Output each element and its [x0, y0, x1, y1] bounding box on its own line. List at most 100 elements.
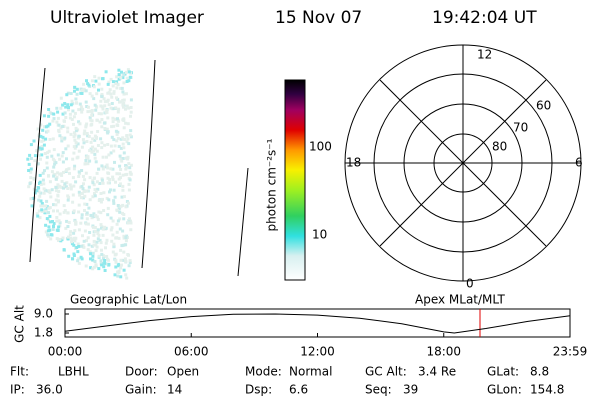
pixel	[107, 103, 111, 107]
pixel	[67, 106, 70, 109]
plot-title: Apex MLat/MLT	[415, 293, 505, 307]
pixel	[98, 182, 102, 185]
pixel	[54, 198, 58, 202]
pixel	[108, 178, 112, 181]
info-value: 14	[167, 383, 182, 397]
pixel	[77, 108, 81, 112]
pixel	[71, 200, 75, 204]
pixel	[36, 162, 40, 166]
pixel	[103, 100, 107, 104]
pixel	[40, 208, 44, 212]
pixel	[103, 104, 107, 108]
pixel	[64, 147, 68, 151]
pixel	[110, 125, 114, 129]
mlt-label: 0	[466, 277, 474, 291]
pixel	[51, 220, 54, 223]
pixel	[84, 100, 88, 104]
pixel	[104, 70, 108, 74]
pixel	[127, 253, 130, 257]
pixel	[61, 103, 65, 107]
pixel	[27, 162, 31, 166]
pixel	[122, 98, 126, 102]
pixel	[117, 207, 121, 211]
pixel	[116, 124, 120, 127]
pixel	[112, 124, 116, 128]
pixel	[40, 202, 44, 205]
info-value: 36.0	[36, 383, 63, 397]
pixel	[39, 157, 42, 161]
pixel	[77, 203, 81, 207]
pixel	[60, 136, 64, 140]
pixel	[124, 121, 128, 125]
pixel	[97, 167, 101, 171]
pixel	[121, 90, 125, 94]
pixel	[127, 219, 131, 223]
pixel	[92, 97, 96, 101]
pixel	[43, 152, 47, 155]
pixel	[80, 169, 84, 172]
pixel	[116, 83, 120, 87]
pixel	[46, 229, 50, 233]
pixel	[102, 256, 105, 260]
pixel	[103, 127, 107, 130]
pixel	[47, 211, 50, 215]
info-label: Door:	[125, 365, 158, 379]
pixel	[50, 188, 54, 192]
pixel	[125, 76, 129, 80]
pixel	[86, 222, 90, 226]
pixel	[87, 206, 91, 210]
pixel	[90, 150, 94, 154]
pixel	[82, 89, 86, 93]
pixel	[128, 259, 132, 263]
pixel	[106, 143, 110, 146]
pixel	[129, 228, 133, 232]
pixel	[115, 139, 119, 143]
pixel	[73, 239, 77, 243]
pixel	[102, 97, 106, 101]
pixel	[117, 236, 121, 240]
pixel	[66, 103, 70, 107]
pixel	[126, 68, 130, 72]
pixel	[64, 226, 68, 230]
pixel	[69, 103, 73, 107]
pixel	[122, 119, 126, 122]
pixel	[115, 75, 119, 79]
pixel	[91, 195, 95, 199]
pixel	[122, 126, 126, 130]
pixel	[118, 100, 122, 104]
pixel	[51, 119, 55, 123]
pixel	[77, 190, 81, 194]
pixel	[36, 127, 40, 131]
info-value: Open	[167, 365, 199, 379]
pixel	[115, 230, 119, 234]
pixel	[81, 138, 85, 142]
info-label: GLon:	[487, 383, 522, 397]
info-label: GC Alt:	[365, 365, 407, 379]
pixel	[92, 215, 96, 219]
pixel	[67, 221, 71, 224]
pixel	[61, 151, 65, 155]
pixel	[114, 258, 118, 262]
pixel	[47, 108, 51, 111]
info-value: 154.8	[530, 383, 564, 397]
pixel	[48, 138, 52, 141]
pixel	[94, 79, 98, 83]
pixel	[52, 203, 55, 207]
pixel	[52, 225, 55, 228]
pixel	[127, 264, 131, 268]
pixel	[29, 143, 33, 147]
pixel	[60, 185, 64, 189]
pixel	[57, 225, 61, 229]
pixel	[89, 252, 92, 256]
pixel	[80, 88, 84, 92]
pixel	[90, 122, 94, 126]
pixel	[70, 240, 73, 244]
pixel	[73, 85, 77, 89]
pixel	[66, 225, 70, 228]
pixel	[128, 133, 132, 137]
pixel	[112, 138, 116, 142]
pixel	[62, 119, 66, 123]
pixel	[78, 122, 82, 126]
pixel	[126, 201, 130, 205]
pixel	[84, 171, 88, 175]
